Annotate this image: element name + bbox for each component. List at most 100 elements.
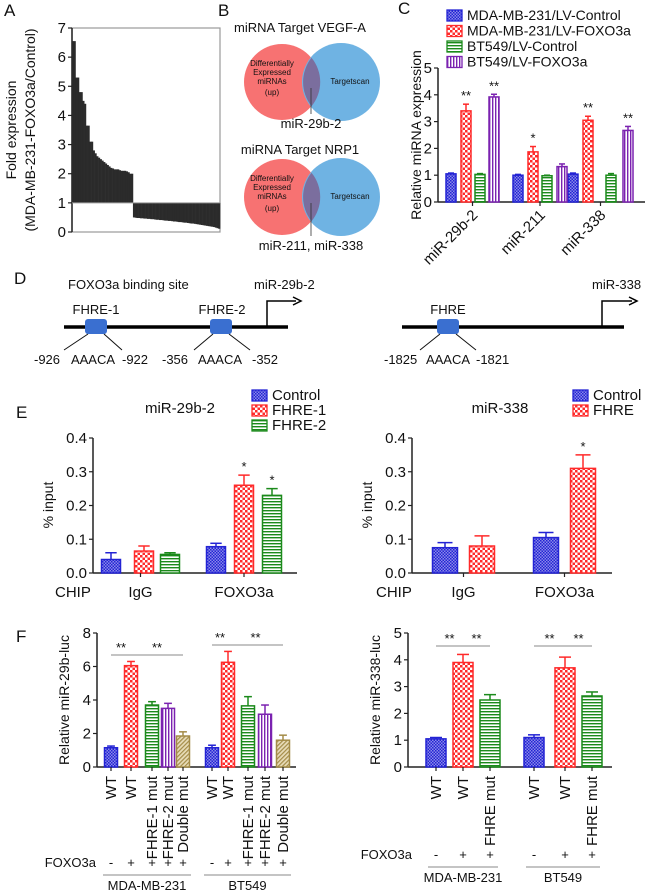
waterfall-bar xyxy=(214,202,217,228)
venn-title: miRNA Target NRP1 xyxy=(241,142,359,157)
y-tick-label: 2 xyxy=(58,166,66,183)
y-tick-label: 3 xyxy=(58,137,66,154)
x-tick-label: miR-29b-2 xyxy=(420,207,482,269)
bar xyxy=(144,704,160,768)
bar xyxy=(556,165,568,203)
treatment-sign: + xyxy=(164,855,172,870)
waterfall-bar xyxy=(146,202,149,219)
waterfall-bar xyxy=(136,202,139,219)
x-construct-label: FHRE-2 mut xyxy=(257,775,274,859)
x-construct-label: WT xyxy=(526,776,543,799)
waterfall-bar xyxy=(85,125,88,203)
y-tick-label: 4 xyxy=(83,692,91,709)
site-seq: AAACA xyxy=(71,352,115,367)
y-tick-label: 0.2 xyxy=(66,498,87,515)
waterfall-bar xyxy=(141,202,144,219)
panel-label-e: E xyxy=(16,403,27,422)
waterfall-bar xyxy=(82,100,85,203)
gene-label: miR-338 xyxy=(592,277,641,292)
venn-left-label: Expressed xyxy=(253,183,291,192)
y-axis-label: Relative miR-29b-luc xyxy=(56,635,72,765)
treatment-sign: + xyxy=(459,847,467,862)
site-name: FHRE-1 xyxy=(73,302,120,317)
y-tick-label: 4 xyxy=(394,652,402,669)
panel-label-f: F xyxy=(16,627,26,646)
waterfall-bar xyxy=(89,141,92,203)
y-axis-label: Relative miR-338-luc xyxy=(367,635,383,765)
y-tick-label: 1 xyxy=(424,167,432,184)
y-axis-label: Fold expression xyxy=(3,81,19,180)
significance-mark: * xyxy=(580,439,585,454)
treatment-sign: - xyxy=(532,847,536,862)
waterfall-bar xyxy=(169,202,172,221)
bar xyxy=(452,661,474,768)
significance-mark: ** xyxy=(152,640,162,655)
legend-label: MDA-MB-231/LV-FOXO3a xyxy=(467,23,631,39)
waterfall-bar xyxy=(200,202,203,226)
waterfall-bar xyxy=(160,202,163,221)
fhre2-site-box xyxy=(210,319,232,334)
x-construct-label: WT xyxy=(428,776,445,799)
significance-mark: * xyxy=(530,131,535,146)
legend-swatch xyxy=(446,55,463,69)
venn-title: miRNA Target VEGF-A xyxy=(234,20,366,35)
y-tick-label: 0 xyxy=(424,194,432,211)
venn-left-label: (up) xyxy=(265,88,280,97)
waterfall-bar xyxy=(153,202,156,220)
waterfall-bar xyxy=(207,202,210,227)
waterfall-bar xyxy=(106,164,109,203)
waterfall-bar xyxy=(122,170,125,203)
y-tick-label: 1 xyxy=(58,195,66,212)
treatment-sign: + xyxy=(244,855,252,870)
waterfall-bar xyxy=(73,41,76,203)
y-axis-label: % input xyxy=(40,482,56,529)
waterfall-bar xyxy=(120,170,123,203)
x-construct-label: FHRE-1 mut xyxy=(240,775,257,859)
waterfall-bar xyxy=(157,202,160,220)
legend-label: MDA-MB-231/LV-Control xyxy=(467,7,621,23)
treatment-sign: + xyxy=(127,855,135,870)
bar xyxy=(445,173,457,203)
venn-left-label: miRNAs xyxy=(257,192,286,201)
waterfall-bar xyxy=(185,202,188,223)
waterfall-bar xyxy=(152,202,155,220)
legend-swatch xyxy=(251,419,268,432)
venn-circle-targetscan xyxy=(302,43,380,121)
promoter-mir338: miR-338 FHRE -1825 AAACA -1821 xyxy=(384,277,641,367)
bar xyxy=(261,494,283,574)
x-category-label: FOXO3a xyxy=(214,584,274,601)
legend-swatch xyxy=(446,24,463,38)
waterfall-bar xyxy=(174,202,177,222)
group-label: MDA-MB-231 xyxy=(108,878,187,890)
bar xyxy=(474,173,486,203)
charts: 0 1 2 3 4 5 6 7 Fold expression (MDA-MB-231-FOXO3… xyxy=(3,7,645,890)
bar xyxy=(582,119,594,203)
group-label: BT549 xyxy=(228,878,266,890)
x-construct-label: Double mut xyxy=(275,775,292,853)
waterfall-bar xyxy=(131,173,134,203)
waterfall-bar xyxy=(188,202,191,224)
bar xyxy=(240,705,256,768)
chip-label: CHIP xyxy=(376,584,412,601)
waterfall-bar xyxy=(150,202,153,220)
fhre1-site-box xyxy=(85,319,107,334)
bar xyxy=(567,173,579,203)
promoter-mir29b2: FOXO3a binding site miR-29b-2 FHRE-1 -92… xyxy=(34,277,315,367)
treatment-sign: + xyxy=(561,847,569,862)
x-category-label: IgG xyxy=(451,584,475,601)
bar xyxy=(581,695,603,768)
site-start: -1825 xyxy=(384,352,417,367)
y-axis-label: % input xyxy=(359,482,375,529)
waterfall-bar xyxy=(167,202,170,221)
waterfall-bar xyxy=(110,167,113,203)
bar xyxy=(257,713,273,768)
y-tick-label: 0.3 xyxy=(385,464,406,481)
waterfall-bar xyxy=(139,202,142,219)
bar xyxy=(123,664,139,768)
y-tick-label: 6 xyxy=(58,49,66,66)
significance-mark: ** xyxy=(116,640,126,655)
waterfall-bar xyxy=(204,202,207,226)
waterfall-bar xyxy=(162,202,165,221)
legend-swatch xyxy=(572,389,589,402)
